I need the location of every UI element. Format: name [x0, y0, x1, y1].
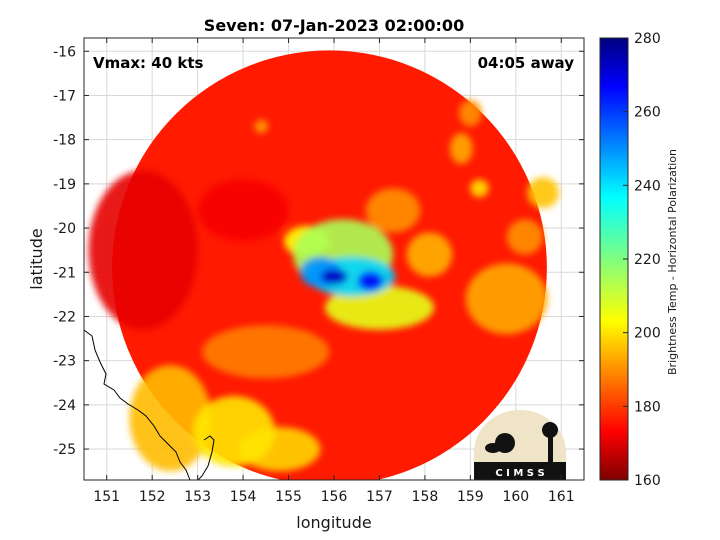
colorbar-tick-label: 180	[634, 399, 661, 415]
feature-cell	[406, 232, 453, 277]
colorbar-tick-label: 260	[634, 105, 661, 121]
x-tick-label: 159	[457, 489, 484, 505]
feature-cell	[202, 325, 330, 379]
colorbar-label: Brightness Temp - Horizontal Polarizatio…	[666, 149, 679, 375]
feature-cell	[506, 219, 544, 255]
y-tick-label: -22	[53, 309, 76, 325]
feature-cell	[470, 179, 489, 198]
colorbar-tick-label: 220	[634, 252, 661, 268]
colorbar-ticks: 160 180 200 220 240 260 280	[623, 31, 661, 489]
y-tick-label: -16	[53, 44, 76, 60]
colorbar-tick-label: 280	[634, 31, 661, 47]
x-tick-label: 161	[548, 489, 575, 505]
feature-cell	[197, 179, 289, 242]
colorbar-tick-label: 200	[634, 326, 661, 342]
y-tick-label: -17	[53, 88, 76, 104]
island	[197, 435, 215, 480]
feature-cell	[449, 133, 473, 164]
feature-cell	[527, 177, 559, 209]
x-tick-label: 157	[366, 489, 393, 505]
x-axis-ticks: 151 152 153 154 155 156 157 158 159 160 161	[93, 38, 575, 505]
time-away-annotation: 04:05 away	[478, 54, 575, 72]
y-tick-label: -20	[53, 221, 76, 237]
coastline	[84, 329, 191, 480]
feature-cell	[357, 271, 384, 291]
feature-cell	[365, 188, 421, 233]
y-tick-label: -23	[53, 354, 76, 370]
colorbar-tick-label: 160	[634, 473, 661, 489]
x-tick-label: 153	[184, 489, 211, 505]
feature-cell	[459, 99, 482, 127]
y-tick-label: -25	[53, 442, 76, 458]
y-axis-ticks: -16 -17 -18 -19 -20 -21 -22 -23 -24 -25	[53, 44, 584, 458]
y-axis-label: latitude	[27, 228, 46, 289]
feature-cell	[88, 170, 198, 330]
chart-title: Seven: 07-Jan-2023 02:00:00	[204, 16, 464, 35]
y-tick-label: -24	[53, 398, 76, 414]
x-axis-label: longitude	[296, 513, 371, 532]
logo-text: C I M S S	[495, 468, 544, 479]
feature-cell	[465, 263, 548, 335]
vmax-annotation: Vmax: 40 kts	[93, 54, 203, 72]
feature-cell	[129, 365, 212, 472]
y-tick-label: -18	[53, 133, 76, 149]
feature-cell	[254, 119, 269, 134]
brightness-features	[88, 99, 559, 472]
x-tick-label: 154	[230, 489, 257, 505]
y-tick-label: -21	[53, 265, 76, 281]
cimss-logo: C I M S S	[474, 410, 566, 480]
x-tick-label: 160	[502, 489, 529, 505]
feature-cell	[320, 268, 348, 285]
x-tick-label: 155	[275, 489, 302, 505]
feature-cell	[324, 285, 435, 330]
x-tick-label: 156	[321, 489, 348, 505]
x-tick-label: 151	[93, 489, 120, 505]
colorbar-tick-label: 240	[634, 178, 661, 194]
x-tick-label: 158	[412, 489, 439, 505]
x-tick-label: 152	[139, 489, 166, 505]
y-tick-label: -19	[53, 177, 76, 193]
feature-cell	[193, 396, 275, 467]
